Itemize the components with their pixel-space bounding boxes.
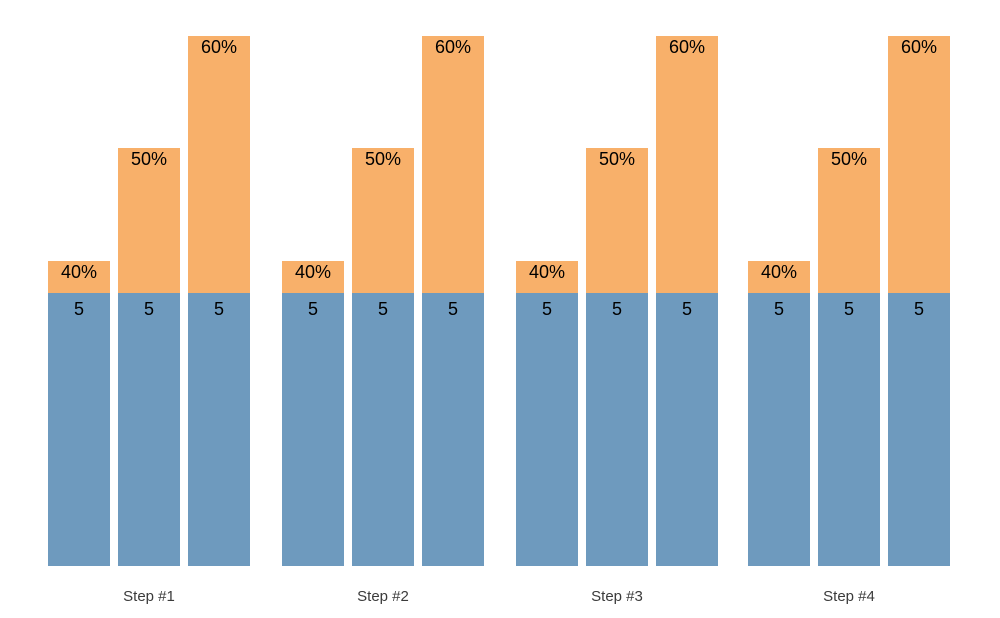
percent-label: 40% — [60, 262, 98, 282]
base-segment: 5 — [516, 293, 578, 566]
stacked-bar: 50% 5 — [586, 148, 648, 566]
stacked-bar: 60% 5 — [422, 36, 484, 566]
stacked-bar: 40% 5 — [282, 261, 344, 566]
base-label: 5 — [377, 299, 388, 319]
category-label: Step #3 — [591, 588, 643, 605]
percent-segment: 60% — [888, 36, 950, 293]
base-segment: 5 — [656, 293, 718, 566]
percent-label: 50% — [598, 149, 636, 169]
stacked-bar: 50% 5 — [352, 148, 414, 566]
base-label: 5 — [843, 299, 854, 319]
stacked-bar: 50% 5 — [818, 148, 880, 566]
base-segment: 5 — [888, 293, 950, 566]
percent-label: 60% — [668, 37, 706, 57]
percent-label: 40% — [760, 262, 798, 282]
percent-segment: 60% — [188, 36, 250, 293]
percent-segment: 60% — [422, 36, 484, 293]
base-label: 5 — [681, 299, 692, 319]
percent-segment: 40% — [48, 261, 110, 293]
bar-group-step-3: 40% 5 50% 5 60% 5 — [516, 36, 718, 605]
bar-group-step-2: 40% 5 50% 5 60% 5 — [282, 36, 484, 605]
base-label: 5 — [73, 299, 84, 319]
base-segment: 5 — [352, 293, 414, 566]
percent-label: 50% — [130, 149, 168, 169]
stacked-bar: 50% 5 — [118, 148, 180, 566]
base-label: 5 — [773, 299, 784, 319]
base-label: 5 — [611, 299, 622, 319]
percent-label: 40% — [528, 262, 566, 282]
base-label: 5 — [447, 299, 458, 319]
bars-row: 40% 5 50% 5 60% 5 — [516, 36, 718, 566]
bar-group-step-1: 40% 5 50% 5 60% 5 — [48, 36, 250, 605]
base-label: 5 — [913, 299, 924, 319]
percent-segment: 60% — [656, 36, 718, 293]
category-label: Step #4 — [823, 588, 875, 605]
base-segment: 5 — [48, 293, 110, 566]
percent-segment: 50% — [818, 148, 880, 293]
base-segment: 5 — [586, 293, 648, 566]
base-segment: 5 — [188, 293, 250, 566]
percent-label: 40% — [294, 262, 332, 282]
bars-row: 40% 5 50% 5 60% 5 — [748, 36, 950, 566]
percent-segment: 40% — [282, 261, 344, 293]
percent-label: 60% — [200, 37, 238, 57]
stacked-bar: 40% 5 — [48, 261, 110, 566]
stacked-bar: 60% 5 — [188, 36, 250, 566]
stacked-bar: 40% 5 — [516, 261, 578, 566]
percent-segment: 40% — [516, 261, 578, 293]
bar-group-step-4: 40% 5 50% 5 60% 5 — [748, 36, 950, 605]
base-segment: 5 — [748, 293, 810, 566]
percent-label: 50% — [830, 149, 868, 169]
category-label: Step #2 — [357, 588, 409, 605]
base-label: 5 — [541, 299, 552, 319]
bars-row: 40% 5 50% 5 60% 5 — [48, 36, 250, 566]
base-segment: 5 — [282, 293, 344, 566]
percent-label: 60% — [434, 37, 472, 57]
base-label: 5 — [307, 299, 318, 319]
stacked-bar: 60% 5 — [888, 36, 950, 566]
percent-segment: 50% — [352, 148, 414, 293]
percent-segment: 40% — [748, 261, 810, 293]
base-label: 5 — [213, 299, 224, 319]
base-segment: 5 — [422, 293, 484, 566]
percent-segment: 50% — [586, 148, 648, 293]
stacked-bar: 40% 5 — [748, 261, 810, 566]
bars-row: 40% 5 50% 5 60% 5 — [282, 36, 484, 566]
percent-label: 50% — [364, 149, 402, 169]
category-label: Step #1 — [123, 588, 175, 605]
base-segment: 5 — [118, 293, 180, 566]
base-label: 5 — [143, 299, 154, 319]
stacked-bar: 60% 5 — [656, 36, 718, 566]
base-segment: 5 — [818, 293, 880, 566]
percent-segment: 50% — [118, 148, 180, 293]
percent-label: 60% — [900, 37, 938, 57]
